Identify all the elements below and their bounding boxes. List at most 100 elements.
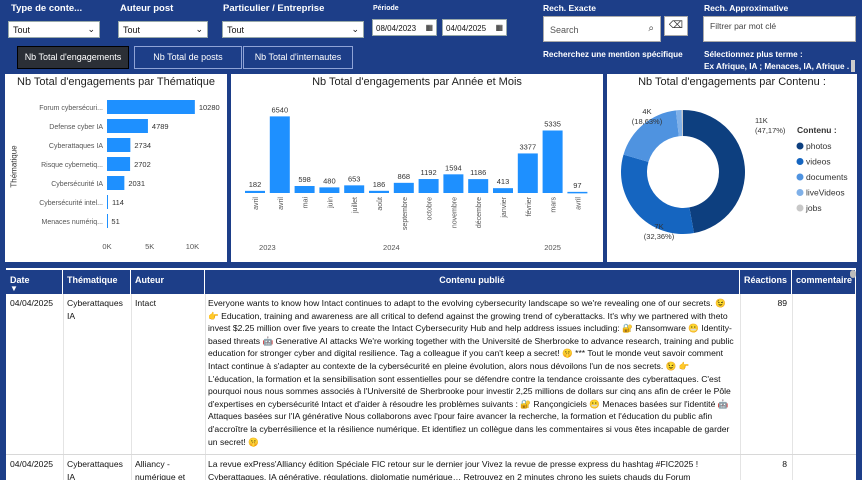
cell-thematique: Cyberattaques IA bbox=[67, 298, 123, 321]
data-label: 1594 bbox=[445, 163, 462, 172]
date-from-value: 08/04/2023 bbox=[376, 24, 417, 33]
data-label: 97 bbox=[573, 181, 581, 190]
bar bbox=[269, 116, 290, 193]
data-label: 51 bbox=[111, 217, 119, 226]
cell-contenu: Everyone wants to know how Intact contin… bbox=[208, 298, 734, 447]
particulier-filter-label: Particulier / Entreprise bbox=[223, 3, 325, 14]
x-tick-label: août bbox=[377, 197, 384, 211]
x-tick-label: septembre bbox=[402, 197, 409, 230]
tab-engagements[interactable]: Nb Total d'engagements bbox=[17, 46, 129, 69]
legend-label: videos bbox=[806, 157, 831, 167]
data-label: 10280 bbox=[199, 103, 220, 112]
header-date[interactable]: Date ▼ bbox=[6, 270, 63, 294]
bar bbox=[294, 185, 315, 193]
chart-thematique: Forum cybersécuri... 10280 Defense cyber I… bbox=[39, 100, 220, 251]
posts-table: Date ▼ Thématique Auteur Contenu publié R… bbox=[6, 268, 856, 480]
date-from-input[interactable]: 08/04/2023 ▦ bbox=[372, 19, 437, 36]
category-label: Cybersécurité intel... bbox=[39, 200, 103, 207]
bar bbox=[443, 174, 464, 193]
particulier-dropdown[interactable]: Tout ⌄ bbox=[222, 21, 364, 38]
bar bbox=[468, 179, 489, 193]
x-tick-label: octobre bbox=[427, 197, 434, 220]
date-to-input[interactable]: 04/04/2025 ▦ bbox=[442, 19, 507, 36]
x-tick-label: avril bbox=[253, 197, 260, 210]
table-scrollbar[interactable] bbox=[850, 270, 856, 278]
eraser-icon: ⌫ bbox=[668, 20, 684, 31]
search-placeholder: Search bbox=[550, 25, 579, 35]
data-label: 6540 bbox=[271, 105, 288, 114]
data-label: 2031 bbox=[128, 179, 145, 188]
data-label: 480 bbox=[323, 176, 336, 185]
x-tick-label: janvier bbox=[501, 196, 508, 218]
sort-down-icon[interactable]: ▼ bbox=[10, 284, 18, 293]
cell-date: 04/04/2025 bbox=[10, 298, 54, 308]
header-contenu[interactable]: Contenu publié bbox=[205, 270, 740, 294]
legend-label: jobs bbox=[805, 203, 822, 213]
bar bbox=[393, 182, 414, 193]
chart-title-thematique: Nb Total d'engagements par Thématique bbox=[17, 76, 215, 88]
bar bbox=[107, 119, 148, 133]
data-label: 413 bbox=[497, 177, 510, 186]
header-auteur[interactable]: Auteur bbox=[131, 270, 205, 294]
callout-pct: (32,36%) bbox=[644, 232, 675, 241]
cell-reactions: 8 bbox=[782, 459, 787, 469]
cell-auteur: Intact bbox=[135, 298, 157, 308]
data-label: 1186 bbox=[470, 168, 486, 177]
legend-label: liveVideos bbox=[806, 188, 845, 198]
tab-posts[interactable]: Nb Total de posts bbox=[134, 46, 242, 69]
cell-commentaire bbox=[792, 295, 854, 299]
scrollbar[interactable] bbox=[851, 60, 855, 72]
period-label: Période bbox=[373, 5, 399, 12]
calendar-icon[interactable]: ▦ bbox=[495, 23, 503, 32]
data-label: 186 bbox=[373, 180, 386, 189]
bar bbox=[567, 191, 588, 194]
header-thematique[interactable]: Thématique bbox=[63, 270, 131, 294]
author-dropdown-value: Tout bbox=[123, 25, 141, 35]
clear-search-button[interactable]: ⌫ bbox=[664, 16, 688, 36]
year-label: 2025 bbox=[544, 243, 561, 252]
header-reactions[interactable]: Réactions bbox=[740, 270, 792, 294]
calendar-icon[interactable]: ▦ bbox=[425, 23, 433, 32]
chart-contenu: 11K(47,17%) 7K(32,36%) 4K(18,63%) Contenu :… bbox=[621, 107, 848, 241]
category-label: Risque cybernetiq... bbox=[41, 162, 103, 169]
bar bbox=[517, 153, 538, 193]
data-label: 114 bbox=[112, 198, 124, 207]
bar bbox=[245, 190, 265, 193]
callout-pct: (47,17%) bbox=[755, 126, 786, 135]
donut-slice bbox=[675, 110, 683, 137]
type-filter-label: Type de conte... bbox=[11, 3, 83, 14]
category-label: Forum cybersécuri... bbox=[39, 105, 103, 112]
data-label: 653 bbox=[348, 174, 361, 183]
approx-hint: Sélectionnez plus terme : bbox=[704, 50, 803, 59]
x-tick-label: 0K bbox=[102, 242, 111, 251]
donut-slice bbox=[681, 110, 683, 137]
x-tick-label: mai bbox=[303, 197, 310, 209]
category-label: Defense cyber IA bbox=[49, 124, 103, 131]
type-dropdown-value: Tout bbox=[13, 25, 31, 35]
exact-search-input[interactable]: Search ⌕ bbox=[543, 16, 661, 42]
callout-value: 7K bbox=[654, 222, 663, 231]
header-commentaire[interactable]: commentaire bbox=[792, 270, 856, 294]
cell-commentaire bbox=[792, 456, 854, 460]
date-to-value: 04/04/2025 bbox=[446, 24, 487, 33]
chart-title-contenu: Nb Total d'engagements par Contenu : bbox=[638, 76, 826, 88]
cell-reactions: 89 bbox=[777, 298, 787, 308]
x-tick-label: février bbox=[526, 196, 533, 216]
chart-panel-contenu: Nb Total d'engagements par Contenu : 11K… bbox=[607, 74, 857, 262]
legend-label: documents bbox=[806, 172, 848, 182]
exact-search-label: Rech. Exacte bbox=[543, 3, 596, 13]
callout-value: 4K bbox=[642, 107, 651, 116]
author-dropdown[interactable]: Tout ⌄ bbox=[118, 21, 208, 38]
type-dropdown[interactable]: Tout ⌄ bbox=[8, 21, 100, 38]
approx-search-input[interactable]: Filtrer par mot clé bbox=[703, 16, 856, 42]
x-tick-label: avril bbox=[575, 197, 582, 210]
search-icon[interactable]: ⌕ bbox=[648, 23, 654, 34]
bar bbox=[319, 187, 340, 193]
tab-internautes[interactable]: Nb Total d'internautes bbox=[243, 46, 353, 69]
x-tick-label: décembre bbox=[476, 197, 483, 228]
bar bbox=[107, 195, 108, 209]
data-label: 5335 bbox=[544, 120, 561, 129]
x-tick-label: mars bbox=[551, 197, 558, 213]
chart-panel-mois: Nb Total d'engagements par Année et Mois… bbox=[231, 74, 603, 262]
donut-slice bbox=[623, 110, 679, 162]
